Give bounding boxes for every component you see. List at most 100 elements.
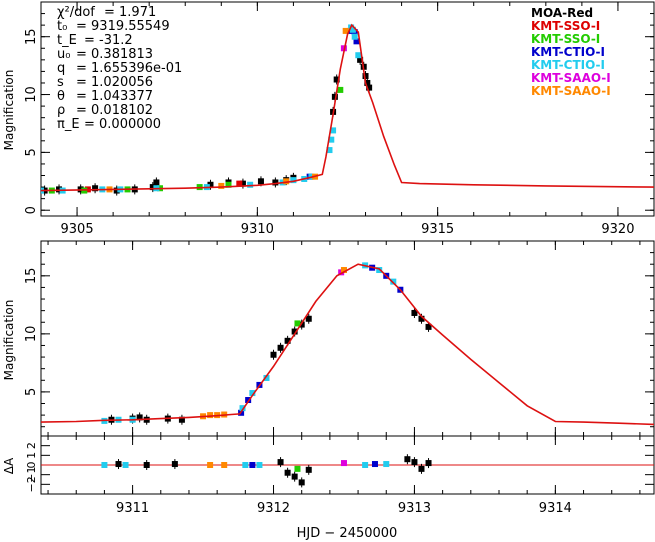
point-moa-red bbox=[366, 84, 373, 91]
y-tick-label: −1 bbox=[25, 467, 38, 483]
x-tick-label: 9320 bbox=[601, 222, 634, 237]
point-kmt-ctio-i-blue bbox=[245, 397, 252, 404]
point-kmt-ctio-i-cyan bbox=[390, 278, 397, 285]
x-tick-label: 9310 bbox=[241, 222, 274, 237]
x-tick-label: 9312 bbox=[257, 501, 290, 516]
point-moa-red bbox=[113, 187, 120, 194]
middle-y-axis-label: Magnification bbox=[2, 300, 16, 381]
point-moa-red bbox=[149, 184, 156, 191]
point-moa-red bbox=[418, 465, 425, 472]
point-kmt-ctio-i-cyan bbox=[122, 462, 129, 468]
point-kmt-saao-i-orange bbox=[207, 462, 214, 468]
point-moa-red bbox=[331, 93, 338, 100]
legend: MOA-Red KMT-SSO-I KMT-SSO-I KMT-CTIO-I K… bbox=[531, 6, 611, 98]
param-value-rho: = 0.018102 bbox=[76, 103, 153, 118]
legend-entry-kmt-saao-magenta: KMT-SAAO-I bbox=[531, 71, 611, 85]
x-tick-label: 9314 bbox=[539, 501, 572, 516]
point-moa-red bbox=[418, 315, 425, 322]
point-kmt-ctio-i-cyan bbox=[355, 52, 362, 59]
point-moa-red bbox=[207, 181, 214, 188]
point-kmt-ctio-i-cyan bbox=[242, 462, 249, 468]
point-moa-red bbox=[425, 323, 432, 330]
point-moa-red bbox=[425, 460, 432, 467]
point-moa-red bbox=[284, 337, 291, 344]
point-moa-red bbox=[411, 309, 418, 316]
y-tick-label: 10 bbox=[24, 326, 39, 343]
param-label-t0: t₀ bbox=[57, 19, 67, 34]
y-tick-label: 15 bbox=[24, 268, 39, 285]
point-kmt-ctio-i-cyan bbox=[349, 26, 356, 33]
point-kmt-ctio-i-cyan bbox=[351, 33, 358, 40]
point-kmt-saao-i-orange bbox=[207, 412, 214, 419]
point-kmt-ctio-i-cyan bbox=[247, 181, 254, 188]
param-label-tE: t_E bbox=[57, 33, 77, 48]
point-kmt-ctio-i-blue bbox=[353, 38, 360, 45]
x-tick-label: 9305 bbox=[61, 222, 94, 237]
param-value-q: = 1.655396e-01 bbox=[76, 61, 182, 76]
x-tick-label: 9315 bbox=[421, 222, 454, 237]
point-kmt-saao-i-orange bbox=[221, 462, 228, 468]
param-label-u0: u₀ bbox=[57, 47, 70, 62]
point-kmt-sso-i-red bbox=[236, 180, 243, 187]
param-value-s: = 1.020056 bbox=[76, 75, 153, 90]
y-tick-label: 1 bbox=[25, 452, 38, 459]
point-kmt-saao-i-orange bbox=[340, 267, 347, 274]
legend-entry-kmt-sso-red: KMT-SSO-I bbox=[531, 19, 600, 33]
point-kmt-ctio-i-cyan bbox=[263, 374, 270, 381]
point-kmt-saao-i-orange bbox=[218, 182, 225, 189]
param-value-t0: = 9319.55549 bbox=[76, 19, 170, 34]
point-moa-red bbox=[277, 459, 284, 466]
param-label-chi2: χ²/dof bbox=[57, 5, 95, 20]
point-moa-red bbox=[357, 56, 364, 63]
point-moa-red bbox=[257, 178, 264, 185]
y-tick-label: −2 bbox=[25, 476, 38, 492]
point-moa-red bbox=[270, 351, 277, 358]
y-tick-label: 5 bbox=[24, 388, 39, 396]
legend-entry-kmt-ctio-blue: KMT-CTIO-I bbox=[531, 45, 605, 59]
point-moa-red bbox=[136, 414, 143, 421]
point-kmt-sso-i-green bbox=[294, 465, 301, 472]
top-panel-plot: 9305 9310 9315 9320 0 5 10 15 bbox=[24, 1, 655, 237]
point-kmt-ctio-i-cyan bbox=[290, 177, 297, 184]
point-kmt-saao-i-orange bbox=[283, 178, 290, 185]
legend-entry-kmt-sso-green: KMT-SSO-I bbox=[531, 32, 600, 46]
y-tick-label: 15 bbox=[24, 28, 39, 45]
point-kmt-ctio-i-cyan bbox=[239, 405, 246, 412]
point-moa-red bbox=[333, 76, 340, 83]
legend-entry-kmt-saao-orange: KMT-SAAO-I bbox=[531, 84, 611, 98]
top-y-axis-label: Magnification bbox=[2, 70, 16, 151]
legend-entry-kmt-ctio-cyan: KMT-CTIO-I bbox=[531, 58, 605, 72]
point-moa-red bbox=[284, 469, 291, 476]
point-moa-red bbox=[411, 459, 418, 466]
x-tick-label: 9313 bbox=[398, 501, 431, 516]
point-kmt-sso-i-green bbox=[225, 181, 232, 188]
param-value-u0: = 0.381813 bbox=[76, 47, 153, 62]
param-label-s: s bbox=[57, 75, 64, 90]
point-kmt-ctio-i-cyan bbox=[330, 127, 337, 134]
legend-entry-moa-red: MOA-Red bbox=[531, 6, 593, 20]
param-label-rho: ρ bbox=[57, 103, 65, 118]
point-moa-red bbox=[115, 461, 122, 468]
point-kmt-ctio-i-cyan bbox=[256, 462, 263, 468]
top-panel-frame bbox=[40, 1, 655, 217]
point-kmt-saao-i-magenta bbox=[340, 460, 347, 467]
x-tick-label: 9311 bbox=[116, 501, 149, 516]
point-kmt-ctio-i-cyan bbox=[101, 462, 108, 468]
y-tick-label: 5 bbox=[24, 148, 39, 156]
point-moa-red bbox=[364, 79, 371, 86]
point-moa-red bbox=[277, 344, 284, 351]
y-tick-label: 0 bbox=[24, 206, 39, 214]
point-moa-red bbox=[239, 180, 246, 187]
point-kmt-saao-i-orange bbox=[342, 27, 349, 34]
point-kmt-ctio-i-cyan bbox=[249, 390, 256, 397]
point-moa-red bbox=[92, 185, 99, 192]
point-kmt-ctio-i-cyan bbox=[326, 147, 333, 154]
param-value-tE: = -31.2 bbox=[84, 33, 133, 48]
point-moa-red bbox=[272, 179, 279, 186]
point-moa-red bbox=[143, 462, 150, 468]
residual-y-axis-label: ΔA bbox=[2, 457, 16, 474]
param-value-theta: = 1.043377 bbox=[76, 89, 153, 104]
point-moa-red bbox=[291, 328, 298, 335]
point-kmt-sso-i-green bbox=[337, 86, 344, 93]
point-moa-red bbox=[291, 473, 298, 480]
